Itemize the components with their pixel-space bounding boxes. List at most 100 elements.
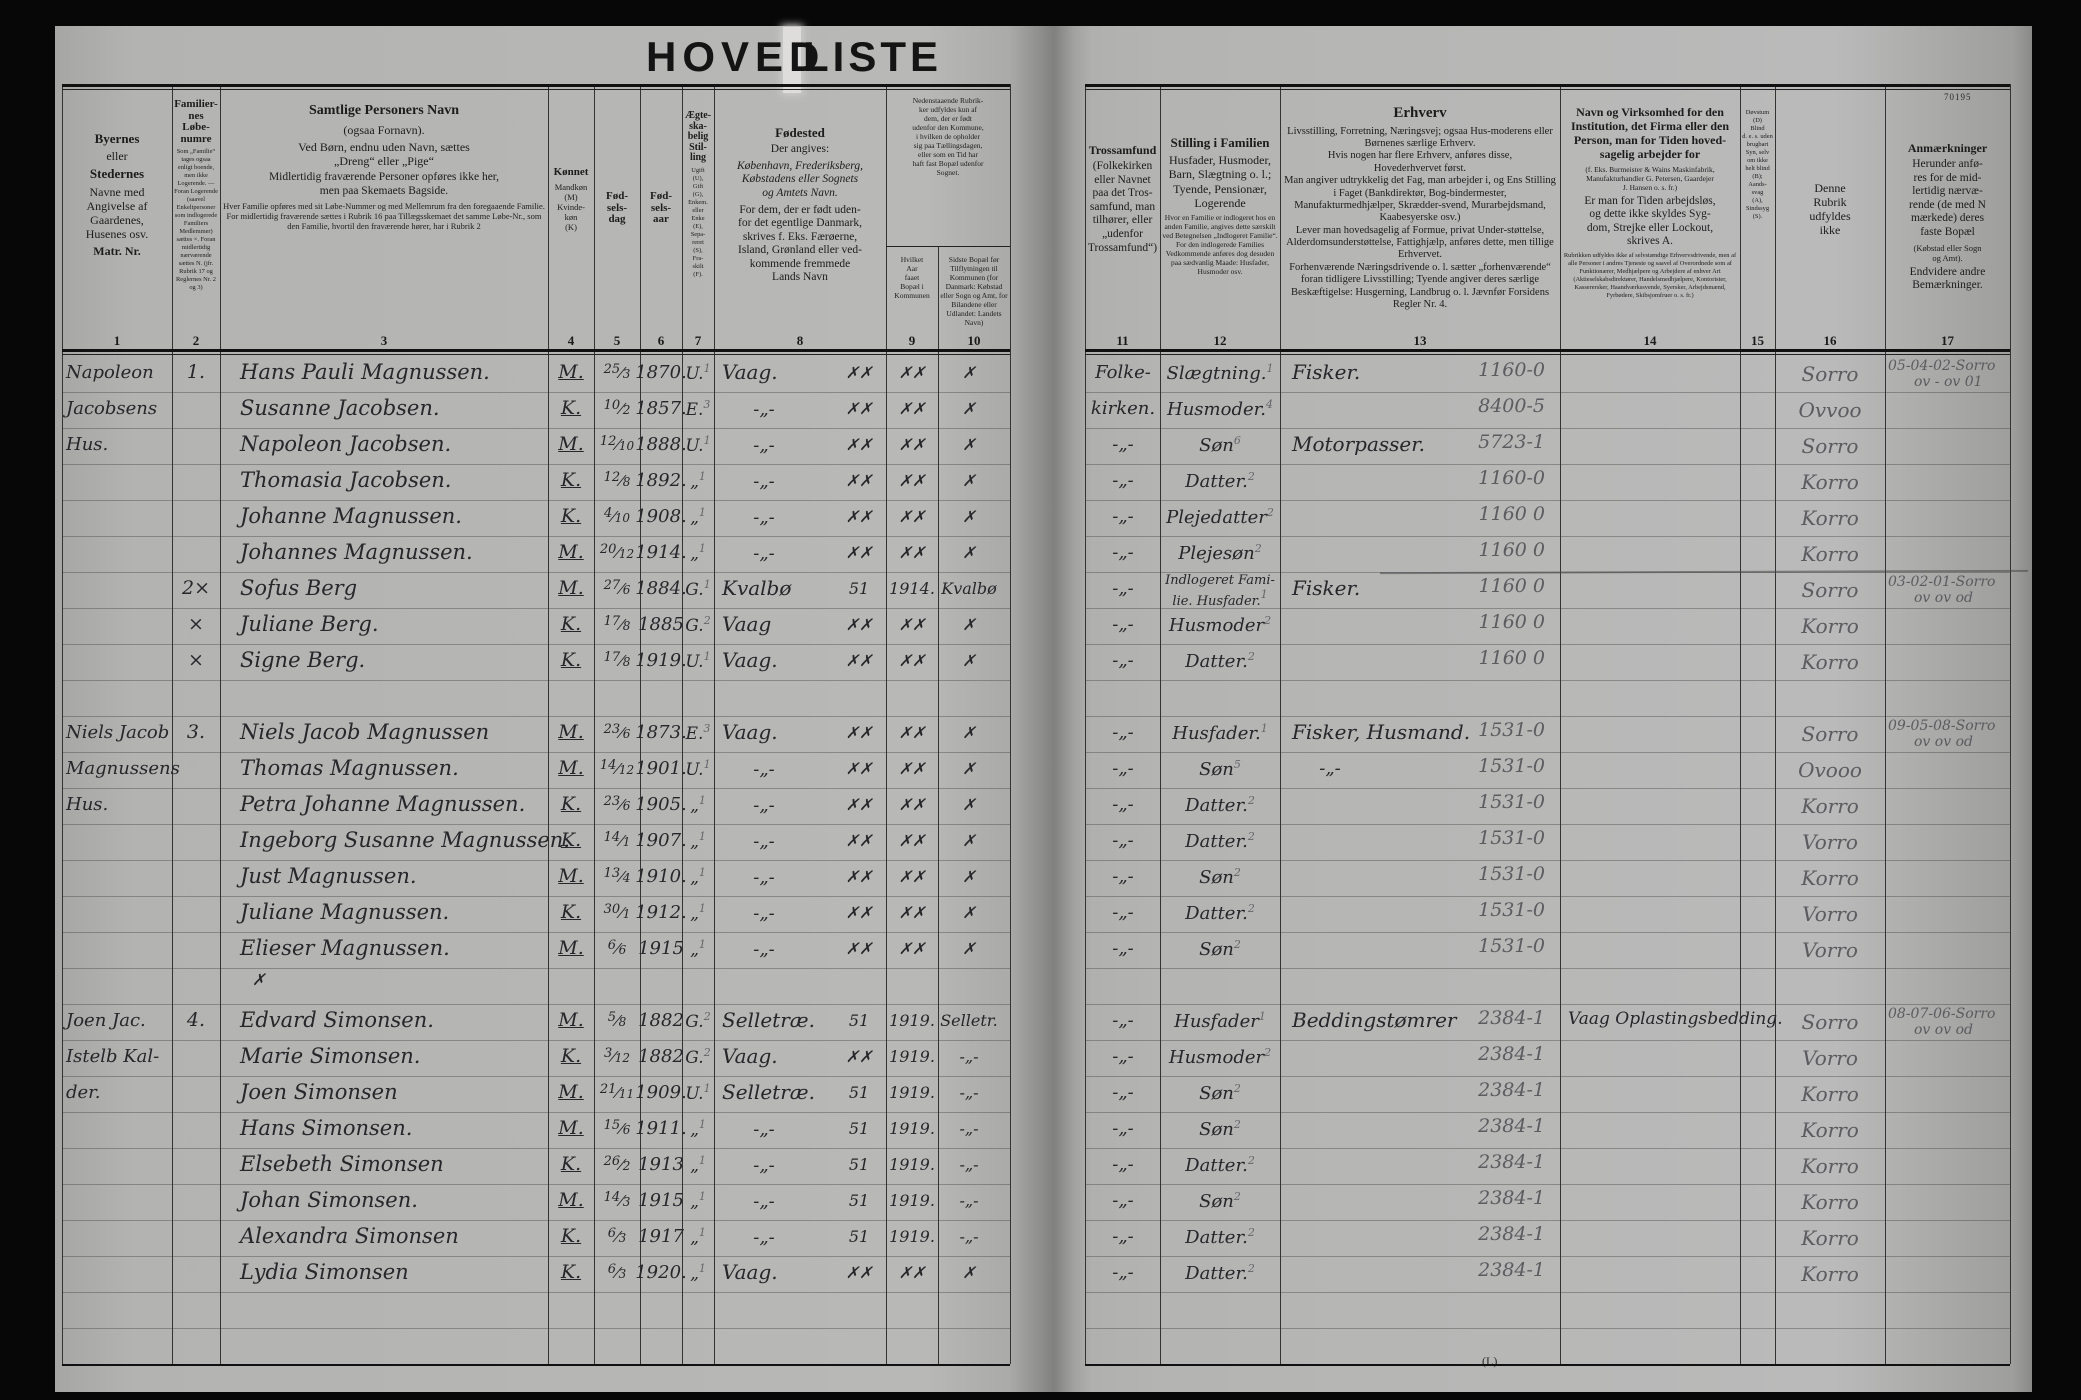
cell-year-moved: ✗✗ xyxy=(898,939,926,958)
row-rule xyxy=(62,608,1010,609)
table-vline xyxy=(594,84,595,1364)
cell-birthplace: -„- xyxy=(753,1119,775,1140)
cell-last-residence: ✗ xyxy=(962,543,976,562)
cell-denomination: -„- xyxy=(1112,830,1134,851)
header-block-cols-9-10: Nedenstaaende Rubrik- ker udfyldes kun a… xyxy=(912,96,984,177)
margin-note: Napoleon xyxy=(66,362,154,383)
cell-family-position: Datter.2 xyxy=(1185,902,1255,924)
cell-remarks: 05-04-02-Sorro ov - ov 01 xyxy=(1888,358,1996,391)
cell-family-position: Søn2 xyxy=(1199,866,1241,888)
cell-denomination: -„- xyxy=(1112,758,1134,779)
cell-family-position: Plejedatter2 xyxy=(1166,506,1274,528)
cell-year-moved: ✗✗ xyxy=(898,399,926,418)
cell-birthplace: -„- xyxy=(753,795,775,816)
cell-col16-scribble: Korro xyxy=(1801,794,1859,818)
table-vline xyxy=(886,84,887,1364)
cell-birth-year: 1914. xyxy=(635,542,687,563)
cell-col16-scribble: Sorro xyxy=(1801,722,1859,746)
cell-birth-year: 1908. xyxy=(635,506,687,527)
column-header-13: Erhverv Livsstilling, Forretning, Nærings… xyxy=(1282,92,1558,314)
cell-family-position: Plejesøn2 xyxy=(1178,542,1262,564)
cell-birthplace-mark: 51 xyxy=(848,1155,870,1174)
cell-marital-status: G.2 xyxy=(685,1046,711,1068)
cell-birthplace: Vaag. xyxy=(722,648,778,672)
cell-last-residence: -„- xyxy=(959,1083,979,1102)
column-header-7: Ægte- ska- belig Stil- ling Ugift (U), Gi… xyxy=(684,92,712,282)
cell-sex: K. xyxy=(560,793,582,815)
cell-last-residence: Kvalbø xyxy=(941,579,997,598)
column-number-9: 9 xyxy=(908,333,916,348)
cell-birth-day: 6⁄3 xyxy=(607,1226,627,1246)
cell-birth-year: 1882 xyxy=(638,1010,684,1031)
cell-person-name: Lydia Simonsen xyxy=(240,1260,409,1284)
cell-person-name: Just Magnussen. xyxy=(240,864,417,888)
paper-sheet xyxy=(55,26,2032,1392)
cell-birthplace-mark: ✗✗ xyxy=(845,903,873,922)
cell-col16-scribble: Vorro xyxy=(1802,1046,1858,1070)
column-header-text: Der angives: xyxy=(770,143,830,156)
cell-col16-scribble: Vorro xyxy=(1802,830,1858,854)
cell-family-position: Søn2 xyxy=(1199,1118,1241,1140)
cell-sex: M. xyxy=(558,721,584,743)
cell-birthplace: Selletræ. xyxy=(722,1008,815,1032)
cell-birth-year: 1857. xyxy=(635,398,687,419)
row-rule xyxy=(62,1256,1010,1257)
cell-person-name: Ingeborg Susanne Magnussen. xyxy=(240,828,570,852)
cell-year-moved: ✗✗ xyxy=(898,435,926,454)
cell-birthplace: -„- xyxy=(753,867,775,888)
title-word-liste: LISTE xyxy=(803,33,943,80)
cell-birthplace-mark: ✗✗ xyxy=(845,1047,873,1066)
cell-sex: M. xyxy=(558,937,584,959)
cell-person-name: Niels Jacob Magnussen xyxy=(240,720,490,744)
cell-birthplace: -„- xyxy=(753,759,775,780)
table-bottom-line xyxy=(1085,1364,2010,1366)
cell-family-position: Datter.2 xyxy=(1185,794,1255,816)
header-bottom-line2 xyxy=(62,354,1010,355)
column-number-1: 1 xyxy=(113,333,121,348)
cell-marital-status: „1 xyxy=(690,470,706,492)
cell-occupation: Fisker. xyxy=(1292,576,1361,600)
column-header-text: eller xyxy=(106,149,128,164)
cell-family-position: Datter.2 xyxy=(1185,470,1255,492)
row-rule xyxy=(1085,1328,2010,1329)
cell-col16-scribble: Vorro xyxy=(1802,902,1858,926)
cell-family-position: Husmoder2 xyxy=(1168,1046,1272,1068)
page-fold xyxy=(1008,26,1092,1392)
row-rule xyxy=(1085,608,2010,609)
cell-last-residence: -„- xyxy=(959,1155,979,1174)
cell-birth-day: 17⁄8 xyxy=(603,650,631,670)
cell-birthplace: Selletræ. xyxy=(722,1080,815,1104)
cell-birth-day: 30⁄1 xyxy=(603,902,631,922)
cell-occupation-code: 1531-0 xyxy=(1478,863,1545,885)
row-rule xyxy=(1085,968,2010,969)
column-header-text: Herunder anfø- res for de mid- lertidig … xyxy=(1909,158,1986,238)
cell-birth-year: 1907. xyxy=(635,830,687,851)
row-rule xyxy=(1085,896,2010,897)
cell-family-no: × xyxy=(188,613,204,635)
cell-sex: M. xyxy=(558,1009,584,1031)
cell-denomination: -„- xyxy=(1112,722,1134,743)
cell-col16-scribble: Sorro xyxy=(1801,578,1859,602)
cell-last-residence: ✗ xyxy=(962,399,976,418)
cell-birthplace-mark: ✗✗ xyxy=(845,759,873,778)
row-rule xyxy=(62,860,1010,861)
cell-year-moved: 1919. xyxy=(889,1083,935,1102)
cell-birth-day: 3⁄12 xyxy=(603,1046,631,1066)
cell-sex: K. xyxy=(560,469,582,491)
cell-birthplace-mark: ✗✗ xyxy=(845,831,873,850)
cell-year-moved: ✗✗ xyxy=(898,363,926,382)
cell-birth-year: 1892. xyxy=(635,470,687,491)
column-header-text: Hvilket Aar faaet Bopæl i Kommunen xyxy=(894,255,930,300)
cell-birthplace: -„- xyxy=(753,939,775,960)
cell-denomination: -„- xyxy=(1112,1226,1134,1247)
cell-marital-status: „1 xyxy=(690,1190,706,1212)
cell-last-residence: ✗ xyxy=(962,651,976,670)
cell-marital-status: E.3 xyxy=(685,722,711,744)
cell-sex: K. xyxy=(560,397,582,419)
cell-marital-status: „1 xyxy=(690,506,706,528)
cell-family-position: Datter.2 xyxy=(1185,1154,1255,1176)
row-rule xyxy=(1085,1004,2010,1005)
row-rule xyxy=(62,1328,1010,1329)
column-header-text: Som „Familie“ tages ogsaa enligt boende,… xyxy=(174,148,218,292)
cell-denomination: kirken. xyxy=(1090,398,1156,419)
